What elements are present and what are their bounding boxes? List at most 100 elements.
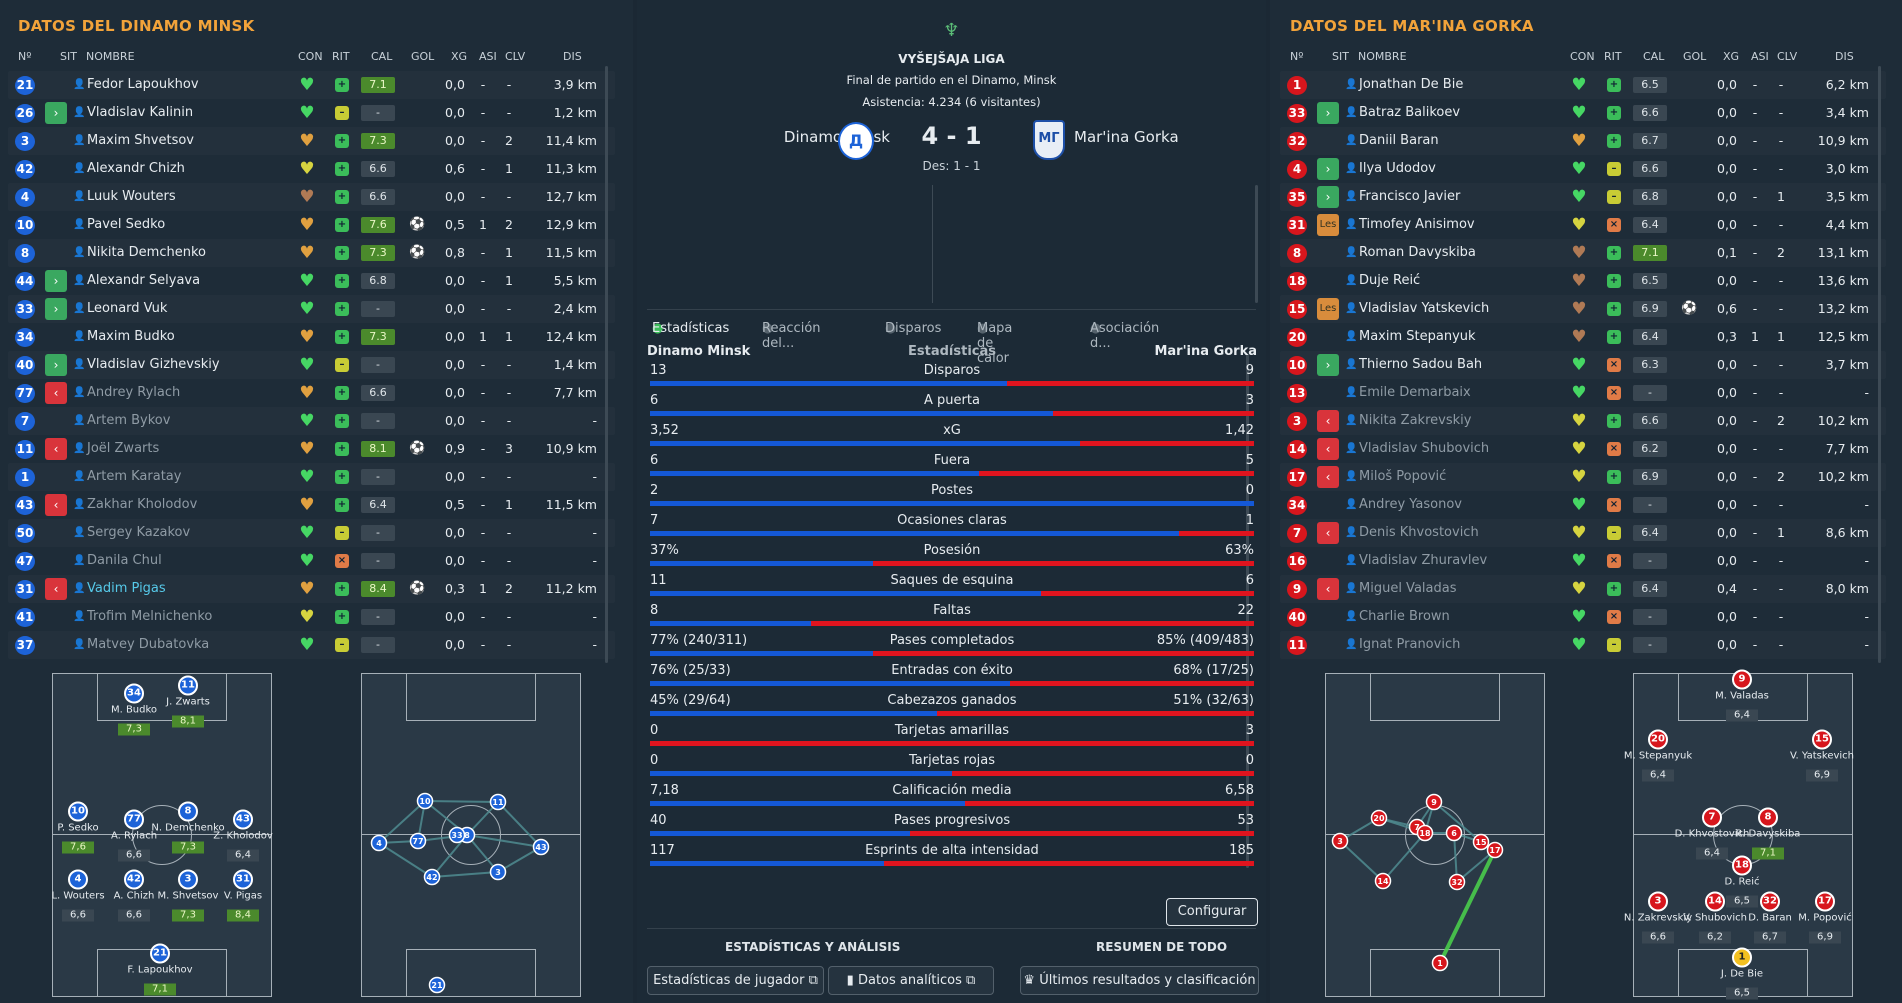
formation-player[interactable]: 77 A. Rylach 6,6 <box>94 807 174 862</box>
player-row[interactable]: 33 › 👤 Batraz Balikoev ♥ +6.6 0,0- -3,4 km <box>1280 99 1886 127</box>
player-name[interactable]: Alexandr Selyava <box>87 273 201 288</box>
configurar-button[interactable]: Configurar <box>1166 898 1258 926</box>
col-asi[interactable]: ASI <box>1751 50 1769 63</box>
network-node[interactable]: 14 <box>1374 872 1392 890</box>
player-row[interactable]: 34 👤 Maxim Budko ♥ +7.3 0,0 1 1 12,4 km <box>8 323 615 351</box>
player-name[interactable]: Luuk Wouters <box>87 189 176 204</box>
col-no[interactable]: Nº <box>18 50 32 63</box>
player-row[interactable]: 26 › 👤 Vladislav Kalinin ♥ – -0,0- -1,2 km <box>8 99 615 127</box>
formation-player[interactable]: 8 R. Davyskiba 7,1 <box>1728 805 1808 860</box>
col-nombre[interactable]: NOMBRE <box>1358 50 1407 63</box>
player-row[interactable]: 10 › 👤 Thierno Sadou Bah ♥ × 6.3 0,0- -3,7 km <box>1280 351 1886 379</box>
player-row[interactable]: 33 › 👤 Leonard Vuk ♥ + -0,0- -2,4 km <box>8 295 615 323</box>
player-row[interactable]: 44 › 👤 Alexandr Selyava ♥ +6.8 0,0- 1 5,5 km <box>8 267 615 295</box>
player-name[interactable]: Roman Davyskiba <box>1359 245 1476 260</box>
player-row[interactable]: 40 › 👤 Vladislav Gizhevskiy ♥ – -0,0- -1,4 km <box>8 351 615 379</box>
player-row[interactable]: 50 👤 Sergey Kazakov ♥ – -0,0- - - <box>8 519 615 547</box>
table-scrollbar[interactable] <box>1878 66 1881 663</box>
player-name[interactable]: Jonathan De Bie <box>1359 77 1464 92</box>
events-scrollbar[interactable] <box>1255 185 1258 303</box>
player-row[interactable]: 11 ‹ 👤 Joël Zwarts ♥ +8.1 ⚽ 0,9- 3 10,9 km <box>8 435 615 463</box>
network-node[interactable]: 1 <box>1431 954 1449 972</box>
player-name[interactable]: Vladislav Yatskevich <box>1359 301 1490 316</box>
analytics-button[interactable]: ▮ Datos analíticos ⧉ <box>828 966 994 995</box>
network-node[interactable]: 9 <box>1425 793 1443 811</box>
player-row[interactable]: 41 👤 Trofim Melnichenko ♥ + -0,0- - - <box>8 603 615 631</box>
network-node[interactable]: 21 <box>428 976 446 994</box>
player-row[interactable]: 31 ‹ 👤 Vadim Pigas ♥ +8.4 ⚽ 0,3 1 2 11,2 km <box>8 575 615 603</box>
formation-player[interactable]: 3 M. Shvetsov 7,3 <box>148 867 228 922</box>
player-name[interactable]: Batraz Balikoev <box>1359 105 1461 120</box>
league-name[interactable]: VYŠEJŠAJA LIGA <box>898 52 1005 66</box>
player-row[interactable]: 8 👤 Nikita Demchenko ♥ +7.3 ⚽ 0,8- 1 11,5 km <box>8 239 615 267</box>
player-row[interactable]: 4 👤 Luuk Wouters ♥ +6.6 0,0- -12,7 km <box>8 183 615 211</box>
network-node[interactable]: 3 <box>489 863 507 881</box>
formation-player[interactable]: 9 M. Valadas 6,4 <box>1702 667 1782 722</box>
player-name[interactable]: Ilya Udodov <box>1359 161 1436 176</box>
player-name[interactable]: Vladislav Zhuravlev <box>1359 553 1488 568</box>
away-crest-icon[interactable]: МГ <box>1033 120 1065 160</box>
network-node[interactable]: 6 <box>1445 824 1463 842</box>
player-row[interactable]: 32 👤 Daniil Baran ♥ +6.7 0,0- -10,9 km <box>1280 127 1886 155</box>
formation-player[interactable]: 31 V. Pigas 8,4 <box>203 867 283 922</box>
player-name[interactable]: Trofim Melnichenko <box>87 609 213 624</box>
col-asi[interactable]: ASI <box>479 50 497 63</box>
table-scrollbar[interactable] <box>605 66 608 663</box>
player-name[interactable]: Timofey Anisimov <box>1359 217 1475 232</box>
player-row[interactable]: 1 👤 Artem Karatay ♥ + -0,0- - - <box>8 463 615 491</box>
player-row[interactable]: 42 👤 Alexandr Chizh ♥ +6.6 0,6- 1 11,3 km <box>8 155 615 183</box>
player-row[interactable]: 3 ‹ 👤 Nikita Zakrevskiy ♥ +6.6 0,0- 2 10,2 km <box>1280 407 1886 435</box>
player-row[interactable]: 8 👤 Roman Davyskiba ♥ +7.1 0,1- 2 13,1 km <box>1280 239 1886 267</box>
player-name[interactable]: Leonard Vuk <box>87 301 168 316</box>
stats-scrollbar[interactable] <box>1246 354 1249 868</box>
network-node[interactable]: 77 <box>409 832 427 850</box>
player-row[interactable]: 10 👤 Pavel Sedko ♥ +7.6 ⚽ 0,5 1 2 12,9 km <box>8 211 615 239</box>
col-no[interactable]: Nº <box>1290 50 1304 63</box>
player-row[interactable]: 16 👤 Vladislav Zhuravlev ♥ × -0,0- - - <box>1280 547 1886 575</box>
col-xg[interactable]: XG <box>451 50 468 63</box>
player-row[interactable]: 35 › 👤 Francisco Javier ♥ –6.8 0,0- 1 3,5 km <box>1280 183 1886 211</box>
network-node[interactable]: 20 <box>1370 809 1388 827</box>
col-xg[interactable]: XG <box>1723 50 1740 63</box>
player-row[interactable]: 3 👤 Maxim Shvetsov ♥ +7.3 0,0- 2 11,4 km <box>8 127 615 155</box>
network-node[interactable]: 32 <box>1448 873 1466 891</box>
player-name[interactable]: Nikita Zakrevskiy <box>1359 413 1472 428</box>
formation-player[interactable]: 15 V. Yatskevich 6,9 <box>1782 727 1862 782</box>
col-dis[interactable]: DIS <box>563 50 582 63</box>
col-cal[interactable]: CAL <box>1643 50 1665 63</box>
player-name[interactable]: Emile Demarbaix <box>1359 385 1471 400</box>
player-name[interactable]: Francisco Javier <box>1359 189 1461 204</box>
player-name[interactable]: Vladislav Shubovich <box>1359 441 1490 456</box>
network-node[interactable]: 3 <box>1331 832 1349 850</box>
player-name[interactable]: Zakhar Kholodov <box>87 497 198 512</box>
player-row[interactable]: 43 ‹ 👤 Zakhar Kholodov ♥ +6.4 0,5- 1 11,5 km <box>8 491 615 519</box>
player-row[interactable]: 1 👤 Jonathan De Bie ♥ +6.5 0,0- -6,2 km <box>1280 71 1886 99</box>
player-name[interactable]: Vladislav Kalinin <box>87 105 194 120</box>
player-name[interactable]: Artem Bykov <box>87 413 171 428</box>
formation-player[interactable]: 7 D. Khvostovich 6,4 <box>1672 805 1752 860</box>
col-nombre[interactable]: NOMBRE <box>86 50 135 63</box>
network-node[interactable]: 33 <box>448 826 466 844</box>
formation-player[interactable]: 21 F. Lapoukhov 7,1 <box>120 941 200 996</box>
formation-player[interactable]: 20 M. Stepanyuk 6,4 <box>1618 727 1698 782</box>
player-name[interactable]: Artem Karatay <box>87 469 182 484</box>
network-node[interactable]: 4 <box>370 834 388 852</box>
col-cal[interactable]: CAL <box>371 50 393 63</box>
formation-player[interactable]: 17 M. Popović 6,9 <box>1785 889 1865 944</box>
player-row[interactable]: 7 👤 Artem Bykov ♥ + -0,0- - - <box>8 407 615 435</box>
player-name[interactable]: Denis Khvostovich <box>1359 525 1479 540</box>
col-clv[interactable]: CLV <box>1777 50 1798 63</box>
player-row[interactable]: 14 ‹ 👤 Vladislav Shubovich ♥ × 6.2 0,0- -7,7 km <box>1280 435 1886 463</box>
network-node[interactable]: 42 <box>423 868 441 886</box>
col-rit[interactable]: RIT <box>332 50 350 63</box>
player-name[interactable]: Ignat Pranovich <box>1359 637 1461 652</box>
player-name[interactable]: Nikita Demchenko <box>87 245 206 260</box>
player-row[interactable]: 21 👤 Fedor Lapoukhov ♥ +7.1 0,0- -3,9 km <box>8 71 615 99</box>
col-sit[interactable]: SIT <box>60 50 77 63</box>
network-node[interactable]: 11 <box>489 793 507 811</box>
network-node[interactable]: 17 <box>1486 841 1504 859</box>
player-row[interactable]: 20 👤 Maxim Stepanyuk ♥ +6.4 0,3 1 1 12,5 km <box>1280 323 1886 351</box>
formation-player[interactable]: 34 M. Budko 7,3 <box>94 681 174 736</box>
player-name[interactable]: Andrey Yasonov <box>1359 497 1462 512</box>
network-node[interactable]: 15 <box>1472 833 1490 851</box>
